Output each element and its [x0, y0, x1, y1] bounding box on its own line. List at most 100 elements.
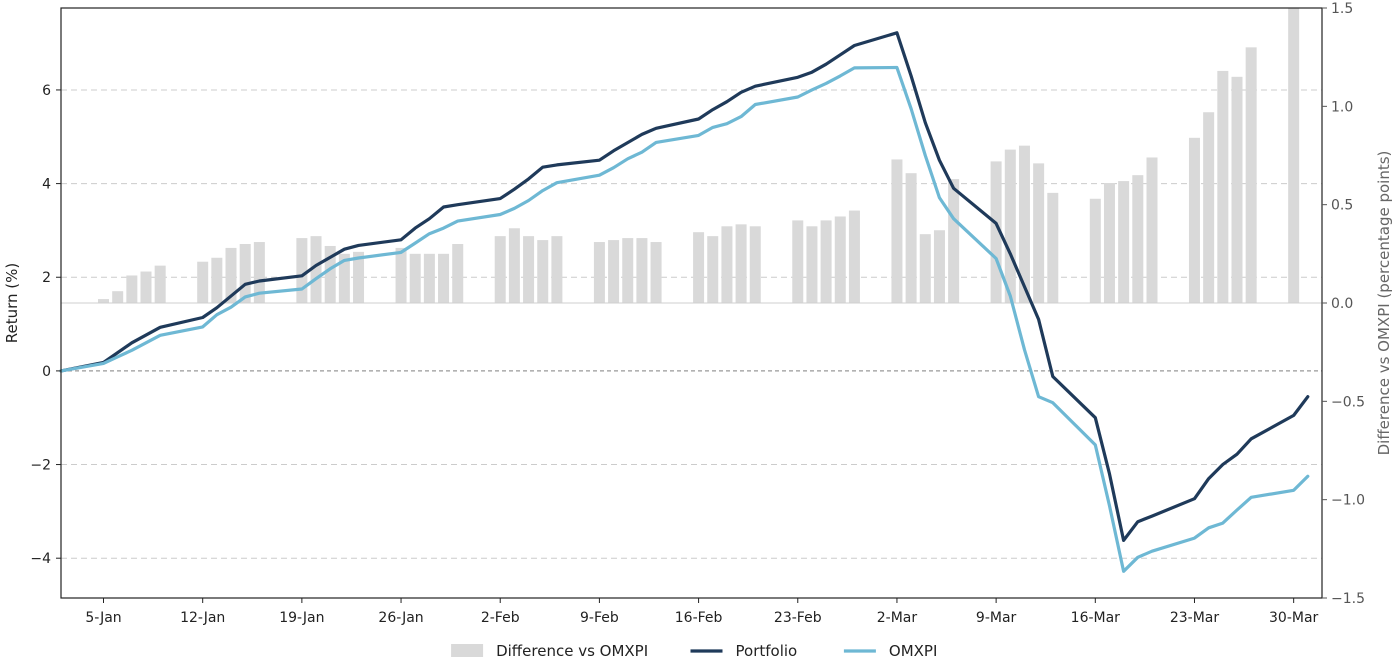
- difference-bar: [1004, 149, 1016, 303]
- x-tick-label: 9-Mar: [976, 610, 1017, 626]
- difference-bar: [310, 236, 322, 303]
- x-tick-label: 16-Feb: [675, 610, 723, 626]
- x-tick-label: 26-Jan: [378, 610, 423, 626]
- difference-bar: [990, 161, 1002, 303]
- x-tick-label: 2-Mar: [877, 610, 918, 626]
- y-left-tick-label: 4: [42, 177, 51, 193]
- difference-bar: [1118, 181, 1130, 303]
- legend-swatch-difference-vs-omxpi: [451, 644, 484, 657]
- difference-bar: [735, 224, 747, 303]
- difference-bar: [409, 253, 421, 303]
- legend-label-difference-vs-omxpi: Difference vs OMXPI: [496, 642, 648, 660]
- difference-bar: [834, 216, 846, 303]
- difference-bar: [338, 253, 350, 303]
- difference-bar: [211, 257, 223, 303]
- difference-bar: [721, 226, 733, 303]
- difference-bar: [140, 271, 152, 303]
- difference-bar: [1245, 47, 1257, 304]
- difference-bar: [239, 244, 251, 303]
- y-left-tick-label: 0: [42, 364, 51, 380]
- x-tick-label: 23-Feb: [774, 610, 822, 626]
- difference-bar: [891, 159, 903, 303]
- difference-bar: [948, 179, 960, 303]
- return-lines: [59, 31, 1310, 573]
- difference-bar: [1231, 76, 1243, 303]
- difference-bar: [1217, 70, 1229, 303]
- y-right-tick-label: 1.0: [1331, 99, 1353, 115]
- difference-bar: [395, 247, 407, 303]
- x-tick-label: 30-Mar: [1269, 610, 1319, 626]
- difference-bar: [820, 220, 832, 303]
- x-tick-label: 2-Feb: [481, 610, 520, 626]
- difference-bar: [1089, 198, 1101, 303]
- x-tick-label: 16-Mar: [1071, 610, 1121, 626]
- difference-bar: [848, 210, 860, 303]
- difference-bar: [154, 265, 166, 303]
- y-right-tick-label: −1.0: [1331, 493, 1365, 509]
- difference-bar: [112, 291, 124, 303]
- difference-bar: [353, 251, 365, 303]
- difference-bar: [438, 253, 450, 303]
- difference-bar: [1103, 183, 1115, 303]
- x-tick-label: 9-Feb: [580, 610, 619, 626]
- y-right-tick-label: 0.0: [1331, 296, 1353, 312]
- difference-bar: [693, 232, 705, 303]
- difference-bar: [494, 236, 506, 303]
- difference-bar: [933, 230, 945, 303]
- x-tick-label: 23-Mar: [1170, 610, 1220, 626]
- difference-bar: [1033, 163, 1045, 303]
- difference-bars: [61, 8, 1322, 304]
- y-axis-right-title: Difference vs OMXPI (percentage points): [1375, 151, 1393, 456]
- difference-bar: [1018, 145, 1030, 303]
- y-left-tick-label: −4: [30, 551, 51, 567]
- y-left-tick-label: 6: [42, 83, 51, 99]
- y-left-tick-label: 2: [42, 270, 51, 286]
- x-tick-label: 5-Jan: [85, 610, 121, 626]
- difference-bar: [707, 236, 719, 303]
- difference-bar: [296, 238, 308, 303]
- difference-bar: [749, 226, 761, 303]
- difference-bar: [537, 240, 549, 303]
- difference-bar: [792, 220, 804, 303]
- difference-bar: [551, 236, 563, 303]
- y-right-tick-label: −1.5: [1331, 591, 1365, 607]
- x-tick-label: 19-Jan: [279, 610, 324, 626]
- difference-bar: [1146, 157, 1158, 303]
- y-right-tick-label: −0.5: [1331, 394, 1365, 410]
- difference-bar: [1132, 175, 1144, 303]
- difference-bar: [636, 238, 648, 303]
- difference-bar: [806, 226, 818, 303]
- difference-bar: [197, 261, 209, 303]
- y-left-tick-label: −2: [30, 458, 51, 474]
- difference-bar: [1188, 137, 1200, 303]
- difference-bar: [1047, 192, 1059, 303]
- difference-bar: [608, 240, 620, 303]
- difference-bar: [1288, 8, 1300, 303]
- legend: Difference vs OMXPI Portfolio OMXPI: [451, 642, 937, 660]
- difference-bar: [126, 275, 138, 303]
- difference-bar: [324, 245, 336, 303]
- series-line-omxpi: [59, 65, 1310, 573]
- difference-bar: [905, 173, 917, 303]
- y-axis-left-title: Return (%): [3, 263, 21, 344]
- gridlines: [61, 89, 1322, 559]
- legend-label-portfolio: Portfolio: [736, 642, 798, 660]
- difference-bar: [650, 242, 662, 303]
- difference-bar: [253, 242, 265, 303]
- difference-bar: [919, 234, 931, 303]
- difference-bar: [452, 244, 464, 303]
- difference-bar: [1203, 112, 1215, 303]
- y-right-tick-label: 0.5: [1331, 198, 1353, 214]
- y-right-tick-label: 1.5: [1331, 1, 1353, 17]
- difference-bar: [508, 228, 520, 303]
- difference-bar: [98, 299, 110, 303]
- legend-label-omxpi: OMXPI: [889, 642, 938, 660]
- difference-bar: [622, 238, 634, 303]
- x-tick-label: 12-Jan: [180, 610, 225, 626]
- difference-bar: [225, 247, 237, 303]
- axes: −4 −2 0 2 4 6 −1.5 −1.0 −0.5 0.0 0.5 1.0 1.5 5-Jan 12-…: [30, 1, 1365, 626]
- series-line-portfolio: [59, 31, 1310, 542]
- difference-bar: [423, 253, 435, 303]
- difference-bar: [593, 242, 605, 303]
